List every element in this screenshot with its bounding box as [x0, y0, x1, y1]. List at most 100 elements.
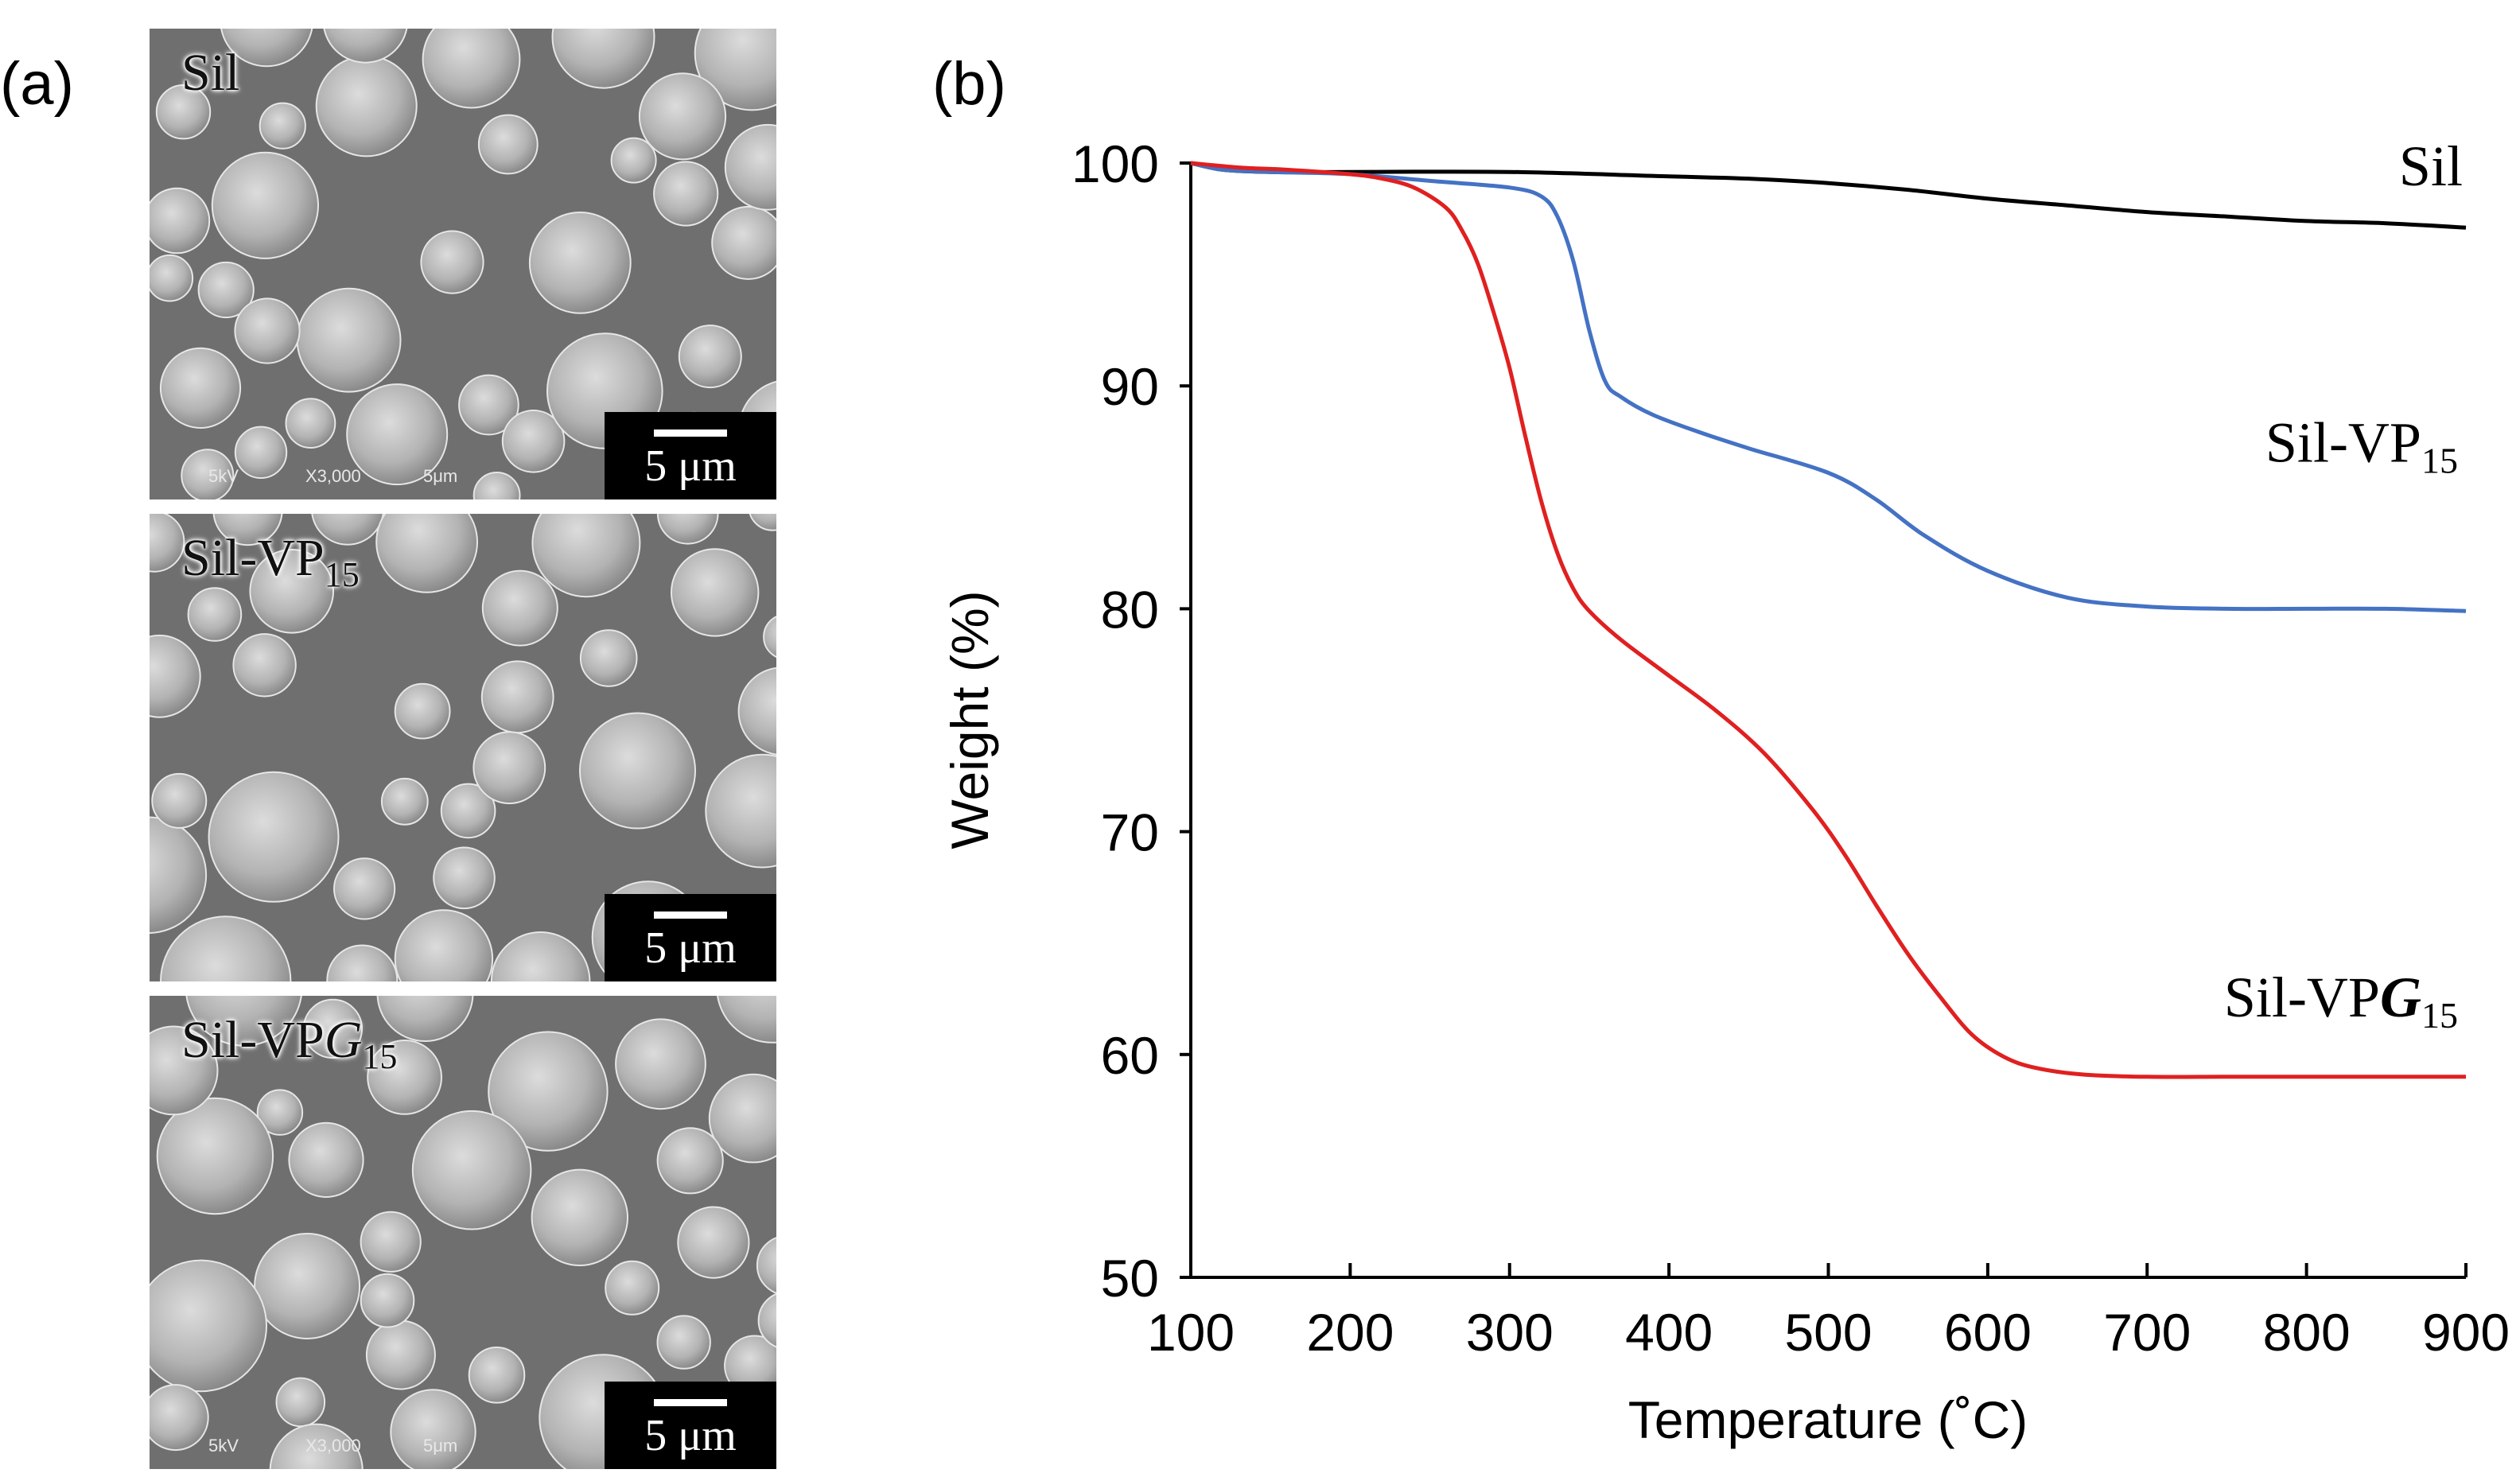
- y-tick-label: 70: [1101, 803, 1159, 862]
- microsphere: [150, 1025, 219, 1116]
- microsphere: [481, 569, 558, 647]
- series-labels: Sil Sil-VP15 Sil-VPG15: [2224, 134, 2463, 1036]
- microsphere: [311, 514, 384, 546]
- microsphere: [150, 187, 211, 255]
- microsphere: [458, 374, 519, 436]
- scale-bar-box: 5 μm: [605, 1382, 776, 1469]
- microsphere: [333, 857, 396, 920]
- scale-bar-label: 5 μm: [644, 1411, 737, 1460]
- microsphere: [360, 1211, 422, 1273]
- microsphere: [656, 1127, 724, 1195]
- series-label-sil: Sil: [2399, 134, 2463, 198]
- microsphere: [156, 1097, 274, 1215]
- x-tick-label: 600: [1944, 1303, 2032, 1362]
- microsphere: [285, 398, 336, 449]
- microsphere: [579, 712, 696, 830]
- microsphere: [763, 616, 776, 659]
- microsphere: [468, 1347, 526, 1404]
- x-tick-label: 900: [2422, 1303, 2510, 1362]
- microsphere: [705, 753, 776, 869]
- microsphere: [232, 633, 297, 698]
- sem-title-sil-vp15: Sil-VP15: [181, 529, 360, 594]
- x-ticks: 100 200 300 400 500 600 700 800 900: [1147, 1263, 2510, 1362]
- microsphere: [610, 137, 657, 184]
- microsphere: [390, 1389, 476, 1469]
- microsphere: [394, 909, 494, 981]
- y-tick-label: 90: [1101, 357, 1159, 416]
- microsphere: [212, 514, 283, 546]
- microsphere: [472, 731, 546, 805]
- sem-meta-scale: 5μm: [423, 466, 458, 486]
- microsphere: [187, 587, 243, 642]
- x-tick-label: 400: [1625, 1303, 1713, 1362]
- data-series: [1190, 161, 2467, 1079]
- microsphere: [197, 261, 255, 319]
- scale-bar: [654, 911, 727, 919]
- microsphere: [528, 212, 632, 314]
- microsphere: [160, 915, 292, 981]
- microsphere: [296, 287, 402, 393]
- series-line-sil-vp15: [1190, 161, 2467, 613]
- microsphere: [531, 514, 641, 598]
- microsphere: [480, 660, 554, 734]
- microsphere: [420, 230, 484, 294]
- panel-b-label: (b): [932, 50, 1006, 118]
- sem-image-sil-vpg15: 5kV X3,000 5μm Sil-VPG15 5 μm: [150, 996, 776, 1469]
- microsphere: [249, 549, 334, 634]
- panel-a-label: (a): [0, 50, 74, 118]
- microsphere: [365, 1320, 436, 1390]
- microsphere: [155, 84, 212, 140]
- microsphere: [638, 72, 727, 161]
- microsphere: [185, 996, 302, 1047]
- microsphere: [150, 1259, 267, 1393]
- microsphere: [711, 205, 776, 280]
- microsphere: [315, 55, 418, 157]
- y-tick-label: 100: [1071, 134, 1159, 193]
- scale-bar-label: 5 μm: [644, 441, 737, 491]
- x-tick-label: 100: [1147, 1303, 1235, 1362]
- microsphere: [288, 1121, 364, 1198]
- series-line-sil: [1190, 161, 2467, 230]
- y-tick-label: 50: [1101, 1249, 1159, 1308]
- microsphere: [211, 151, 319, 259]
- microsphere: [159, 347, 242, 429]
- scale-bar: [654, 1399, 727, 1406]
- microsphere: [501, 410, 566, 473]
- x-tick-label: 300: [1466, 1303, 1554, 1362]
- sem-micrograph-sil-vpg15: [150, 996, 776, 1469]
- microsphere: [671, 548, 760, 637]
- microsphere: [756, 1237, 776, 1294]
- scale-bar-box: 5 μm: [605, 412, 776, 499]
- microsphere: [615, 1018, 706, 1110]
- microsphere: [375, 514, 478, 593]
- microsphere: [656, 514, 719, 545]
- microsphere: [150, 634, 201, 718]
- microsphere: [151, 772, 208, 829]
- microsphere: [490, 931, 591, 981]
- tga-chart: 100 200 300 400 500 600 700 800 900 50 60 70 80 90 10…: [940, 134, 2510, 1449]
- microsphere: [488, 1031, 609, 1152]
- microsphere: [656, 1315, 711, 1370]
- scale-bar-label: 5 μm: [644, 923, 737, 973]
- microsphere: [302, 998, 363, 1059]
- y-ticks: 50 60 70 80 90 100: [1071, 134, 1191, 1308]
- scale-bar: [654, 429, 727, 437]
- microsphere: [380, 777, 429, 826]
- microsphere: [259, 102, 306, 150]
- x-axis-title: Temperature (˚C): [1628, 1390, 2028, 1449]
- microsphere: [605, 1260, 660, 1316]
- microsphere: [531, 1168, 628, 1266]
- microsphere: [360, 1273, 415, 1328]
- scale-bar-box: 5 μm: [605, 894, 776, 981]
- sem-meta-magnification: X3,000: [305, 466, 361, 486]
- x-tick-label: 200: [1306, 1303, 1394, 1362]
- sem-meta-voltage: 5kV: [208, 1436, 239, 1456]
- x-tick-label: 500: [1784, 1303, 1872, 1362]
- microsphere: [757, 1292, 776, 1348]
- microsphere: [376, 996, 474, 1042]
- microsphere: [254, 1233, 361, 1339]
- microsphere: [150, 1384, 209, 1452]
- x-tick-label: 700: [2103, 1303, 2191, 1362]
- microsphere: [411, 1110, 532, 1230]
- sem-title-sil: Sil: [181, 44, 240, 102]
